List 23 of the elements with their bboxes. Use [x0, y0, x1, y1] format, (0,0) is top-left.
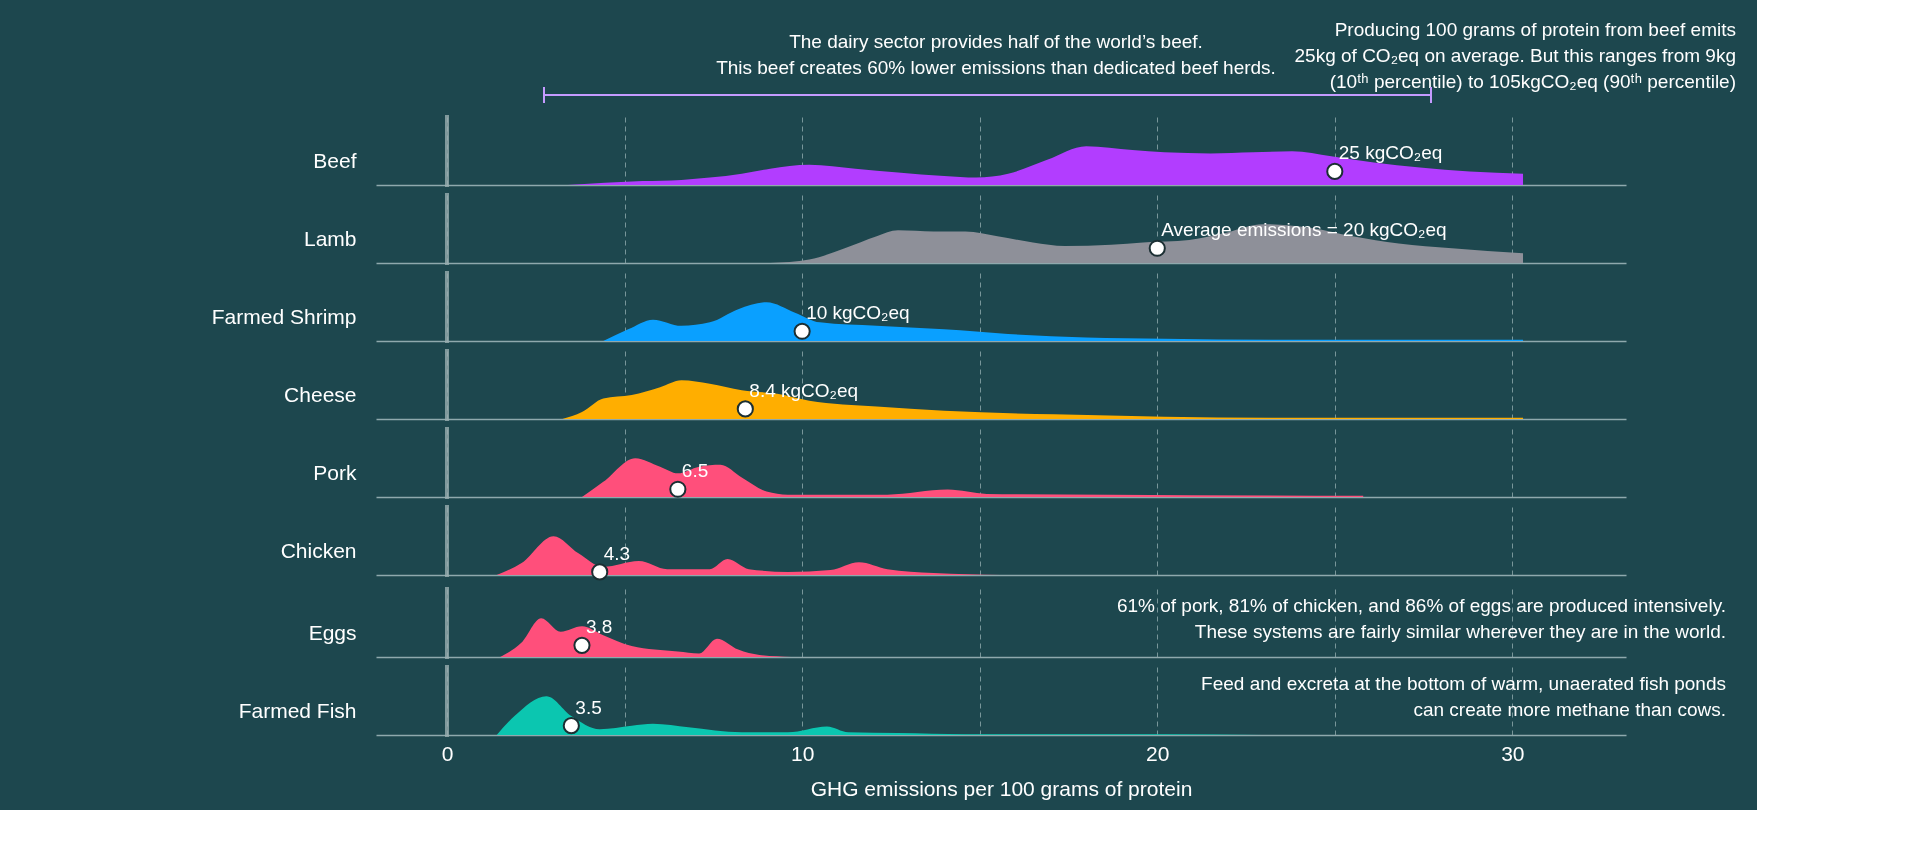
annotation: Feed and excreta at the bottom of warm, unaerated fish ponds can create more methane than cows. — [1201, 673, 1726, 721]
annotation: 25 kgCO₂eq — [1338, 142, 1443, 164]
y-axis-title: Lamb — [303, 226, 357, 250]
text: The dairy sector provides half of the world’s beef. This beef creates 60% lower emissions than dedicated beef herds. — [716, 31, 1276, 78]
y-axis-title: Farmed Shrimp — [211, 304, 357, 328]
x-tick-label: 10 — [790, 741, 815, 765]
x-tick-label: 30 — [1501, 741, 1525, 765]
annotation: Average emissions = 20 kgCO₂eq — [1161, 219, 1447, 241]
x-axis-title: GHG emissions per 100 grams of protein — [810, 776, 1193, 800]
y-axis-title: Pork — [313, 460, 357, 484]
annotation: 10 kgCO₂eq — [806, 302, 910, 324]
annotation: 3.8 — [585, 616, 613, 638]
annotation: 4.3 — [603, 542, 631, 564]
y-axis-title: Chicken — [280, 538, 357, 562]
y-axis-title: Farmed Fish — [238, 698, 357, 722]
y-axis-title: Cheese — [284, 382, 357, 406]
text: Producing 100 grams of protein from beef emits 25kg of CO₂eq on average. But this ranges from 9kg (10ᵗʰ percentile) to 105kgCO₂eq (90ᵗʰ percentile) — [1294, 19, 1736, 92]
x-tick-label: 20 — [1146, 741, 1170, 765]
x-tick-label: 0 — [441, 741, 454, 765]
y-axis-title: Beef — [313, 148, 357, 172]
annotation: 3.5 — [575, 696, 602, 718]
annotation: 61% of pork, 81% of chicken, and 86% of eggs are produced intensively. These systems are fairly similar wherever they are in the world. — [1116, 595, 1726, 643]
y-axis-title: Eggs — [308, 620, 357, 644]
